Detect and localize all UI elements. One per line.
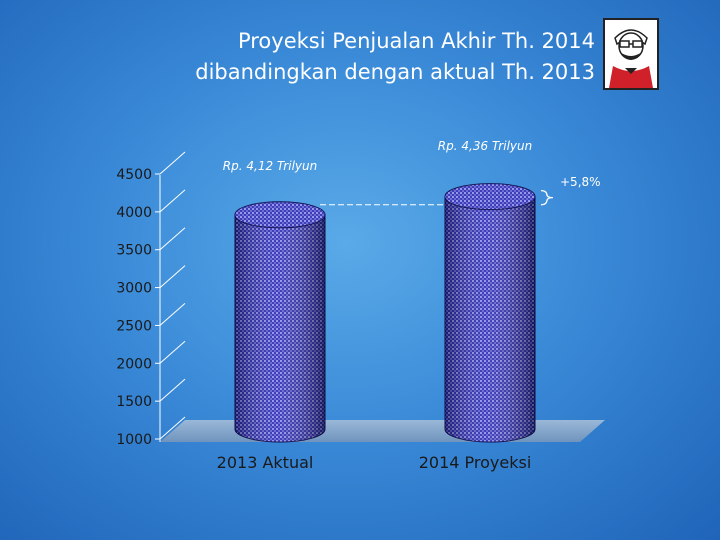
slide-title: Proyeksi Penjualan Akhir Th. 2014 diband… — [75, 26, 595, 88]
tick-layer: 1000 1500 2000 2500 3000 3500 4000 4500 — [116, 151, 186, 448]
chart-floor — [160, 420, 605, 442]
y-tick-label: 4000 — [116, 205, 152, 221]
y-tick-label: 2000 — [116, 356, 152, 372]
y-gridline-connector — [159, 416, 186, 440]
y-tick-label: 3500 — [116, 243, 152, 259]
y-tick-label: 1500 — [116, 394, 152, 410]
growth-annotation: +5,8% — [560, 175, 601, 189]
y-tick-label: 4500 — [116, 167, 152, 183]
y-gridline-connector — [159, 303, 186, 326]
growth-brace — [540, 190, 554, 206]
title-line-2: dibandingkan dengan aktual Th. 2013 — [195, 60, 595, 84]
bar — [234, 201, 326, 443]
label-layer — [320, 190, 554, 206]
x-category-label: 2013 Aktual — [217, 453, 314, 472]
data-label: Rp. 4,36 Trilyun — [438, 139, 532, 153]
y-gridline-connector — [159, 340, 186, 364]
x-category-label: 2014 Proyeksi — [419, 453, 532, 472]
y-tick-label: 2500 — [116, 318, 152, 334]
y-gridline-connector — [159, 151, 186, 175]
y-gridline-connector — [159, 189, 186, 213]
y-tick-label: 1000 — [116, 432, 152, 448]
y-gridline-connector — [159, 378, 186, 402]
y-gridline-connector — [159, 227, 186, 251]
data-label: Rp. 4,12 Trilyun — [223, 159, 317, 173]
axis-layer — [159, 175, 605, 442]
title-line-1: Proyeksi Penjualan Akhir Th. 2014 — [237, 29, 595, 53]
kfc-colonel-logo-icon — [603, 18, 659, 90]
y-tick-label: 3000 — [116, 281, 152, 297]
bar-layer — [234, 183, 536, 443]
bar — [444, 183, 536, 443]
y-gridline-connector — [159, 265, 186, 288]
